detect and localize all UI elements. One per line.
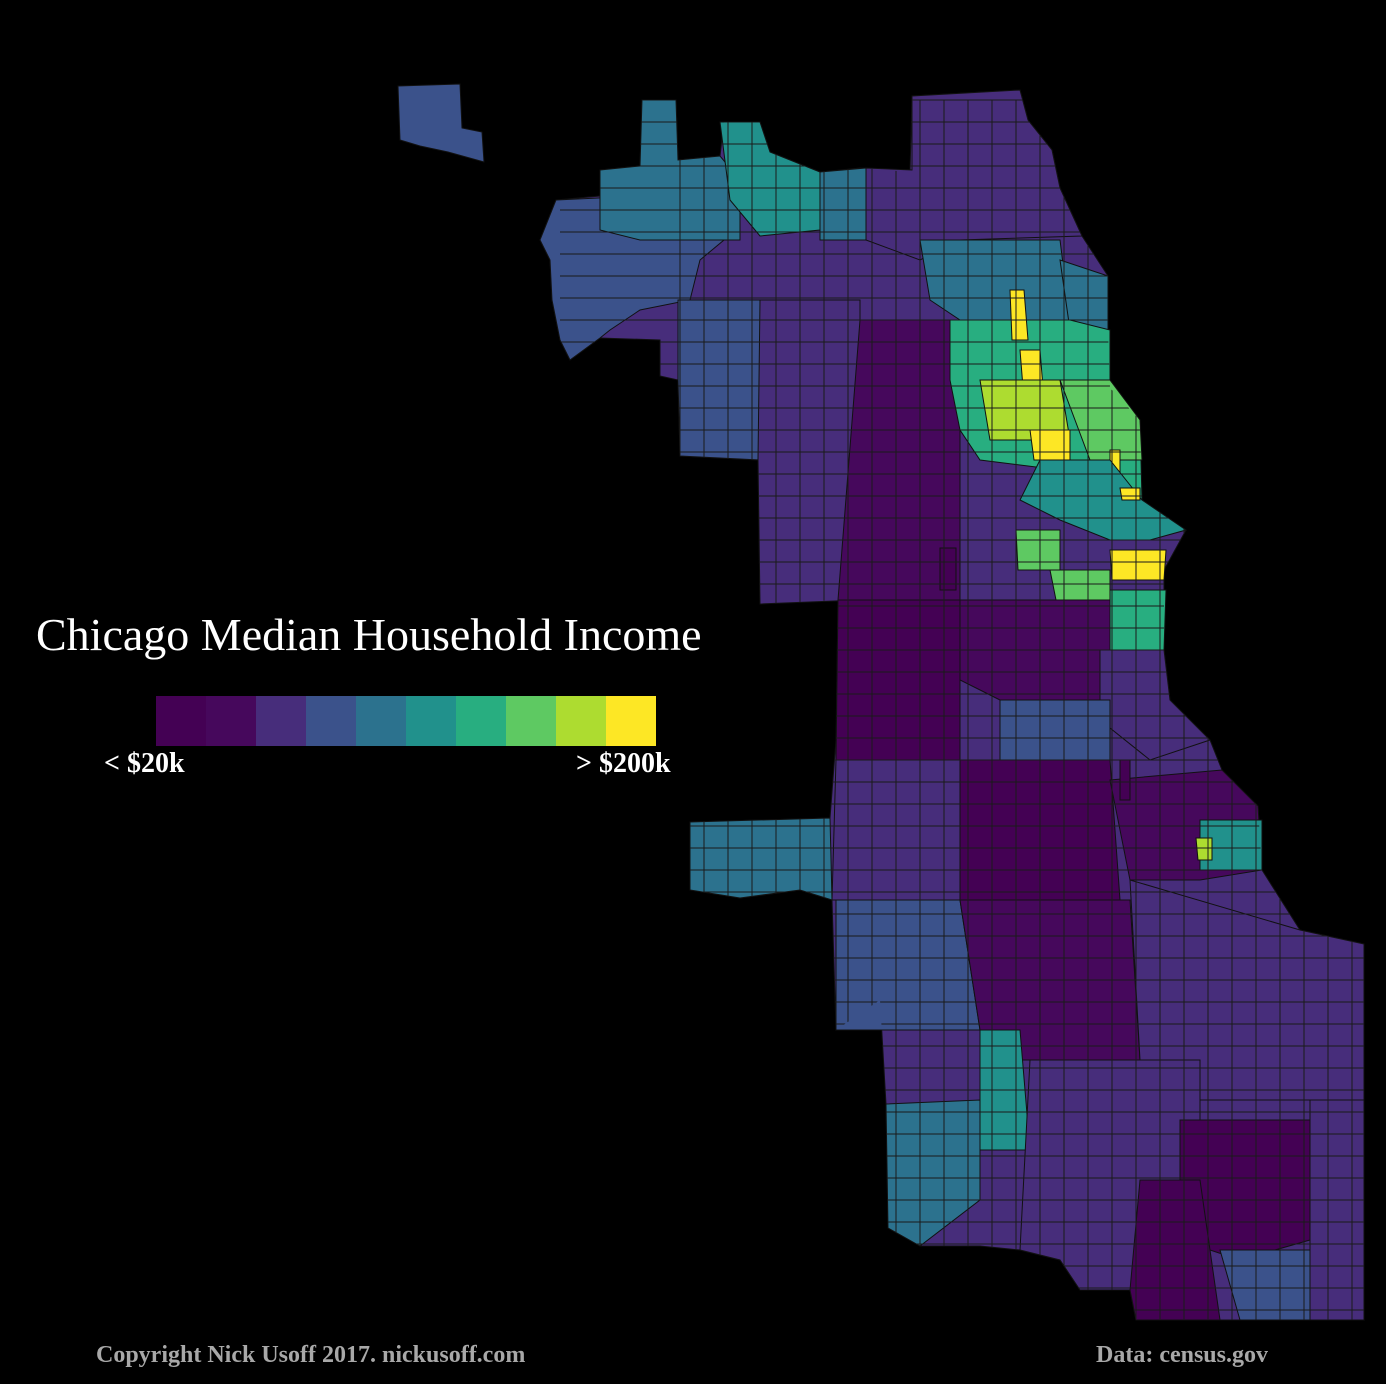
green-tract [1195, 837, 1213, 861]
east-side [1309, 1099, 1365, 1321]
mount-greenwood [885, 1099, 981, 1247]
west-loop [1015, 529, 1061, 571]
riverdale [1129, 1179, 1221, 1321]
legend-swatch [356, 696, 406, 746]
map-title: Chicago Median Household Income [36, 609, 702, 660]
north-teal [919, 239, 1071, 321]
legend-swatch [206, 696, 256, 746]
yellow-tract [1119, 487, 1141, 501]
legend-min-label: < $20k [104, 748, 185, 779]
legend-swatch [306, 696, 356, 746]
far-southwest [835, 899, 981, 1031]
copyright-text: Copyright Nick Usoff 2017. nickusoff.com [96, 1342, 526, 1368]
far-north [865, 89, 1083, 261]
streeterville [1109, 549, 1167, 581]
legend-swatch [506, 696, 556, 746]
northwest-teal [599, 99, 741, 241]
legend-swatch [406, 696, 456, 746]
norwood-park [819, 167, 867, 241]
legend-swatch [156, 696, 206, 746]
yellow-tract [1009, 289, 1029, 341]
legend-swatch [256, 696, 306, 746]
data-source-text: Data: census.gov [1096, 1342, 1268, 1368]
legend-swatch [606, 696, 656, 746]
lincoln-park-east [1059, 379, 1143, 461]
color-legend [156, 696, 656, 746]
pocket [1119, 759, 1131, 801]
legend-swatch [456, 696, 506, 746]
west-region [677, 299, 761, 461]
legend-max-label: > $200k [576, 748, 671, 779]
south-loop-east [1109, 589, 1167, 651]
legend-swatch [556, 696, 606, 746]
ohare-area [397, 83, 485, 163]
midway-area [689, 817, 833, 901]
southwest-dark [835, 599, 961, 761]
